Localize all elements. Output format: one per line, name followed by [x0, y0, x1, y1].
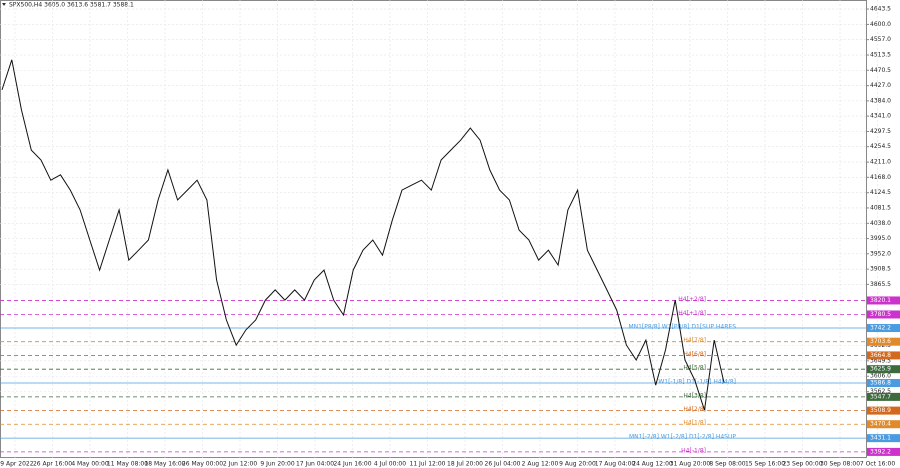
x-tick-label: 18 Jul 20:00	[447, 461, 483, 468]
price-box	[867, 447, 900, 456]
y-tick-label: 3952.0	[870, 250, 891, 257]
price-box	[867, 406, 900, 415]
y-tick-label: 4297.5	[870, 128, 891, 135]
y-tick-label: 3995.0	[870, 235, 891, 242]
x-tick-label: 26 May 00:00	[182, 461, 223, 468]
level-label: H4[-1/8]	[681, 447, 706, 454]
x-tick-label: 8 Sep 08:00	[709, 461, 745, 468]
price-box	[867, 434, 900, 443]
x-tick-label: 17 Aug 04:00	[595, 461, 636, 468]
price-box	[867, 420, 900, 429]
x-tick-label: 4 May 00:00	[71, 461, 109, 468]
price-box-label: 3780.5	[870, 311, 891, 318]
x-tick-label: 18 May 16:00	[144, 461, 185, 468]
x-tick-label: 26 Apr 16:00	[33, 461, 72, 468]
price-box	[867, 379, 900, 388]
price-box-label: 3470.4	[870, 421, 891, 428]
y-tick-label: 4211.0	[870, 159, 891, 166]
price-box	[867, 365, 900, 374]
plot-frame	[0, 0, 867, 458]
price-box-label: 3547.7	[870, 393, 891, 400]
price-box-label: 3703.6	[870, 338, 891, 345]
x-tick-label: 19 Apr 2022	[0, 461, 34, 468]
level-label: H4[7/8]	[683, 337, 706, 344]
x-tick-label: 24 Aug 12:00	[632, 461, 673, 468]
x-tick-label: 11 May 08:00	[107, 461, 148, 468]
price-box-label: 3392.2	[870, 448, 891, 455]
x-tick-label: 11 Jul 12:00	[410, 461, 446, 468]
x-tick-label: 9 Aug 20:00	[559, 461, 596, 468]
y-tick-label: 4557.0	[870, 36, 891, 43]
price-box-label: 3625.9	[870, 366, 891, 373]
price-box	[867, 392, 900, 401]
level-label: H4[1/8]	[683, 420, 706, 427]
x-tick-label: 31 Aug 20:00	[670, 461, 711, 468]
y-tick-label: 4341.0	[870, 113, 891, 120]
price-box	[867, 310, 900, 319]
level-label: H4[+1/8]	[678, 310, 706, 317]
y-tick-label: 4384.0	[870, 97, 891, 104]
y-tick-label: 3908.5	[870, 266, 891, 273]
x-tick-label: 4 Jul 00:00	[374, 461, 406, 468]
x-tick-label: 9 Jun 20:00	[260, 461, 294, 468]
x-tick-label: 23 Sep 00:00	[782, 461, 822, 468]
y-tick-label: 4470.5	[870, 67, 891, 74]
x-tick-label: 15 Sep 16:00	[745, 461, 785, 468]
y-tick-label: 4124.5	[870, 189, 891, 196]
title-arrow	[2, 3, 6, 6]
price-box-label: 3508.9	[870, 407, 891, 414]
x-tick-label: 2 Jun 12:00	[223, 461, 257, 468]
price-box-label: 3742.2	[870, 325, 891, 332]
price-box	[867, 337, 900, 346]
y-tick-label: 4038.0	[870, 220, 891, 227]
price-box-label: 3820.1	[870, 297, 891, 304]
chart-title: SPX500,H4 3605.0 3613.6 3581.7 3588.1	[9, 2, 134, 9]
price-box	[867, 351, 900, 360]
y-tick-label: 3562.5	[870, 388, 891, 395]
y-tick-label: 4600.0	[870, 21, 891, 28]
price-line	[1, 59, 725, 411]
level-label: MN1[P8/8] W1[P8/8] D1[SUP H4RES	[628, 324, 736, 331]
x-tick-label: 2 Aug 12:00	[522, 461, 559, 468]
level-label: W1[-1/8] D1[-1/8] H4[4/8]	[658, 379, 736, 386]
level-label: H4[+2/8]	[678, 296, 706, 303]
y-tick-label: 4427.0	[870, 82, 891, 89]
level-label: H4[6/8]	[683, 351, 706, 358]
y-tick-label: 3865.5	[870, 281, 891, 288]
y-tick-label: 4643.5	[870, 6, 891, 13]
level-label: H4[5/8]	[683, 365, 706, 372]
level-label: H4[2/8]	[683, 406, 706, 413]
x-tick-label: 26 Jul 04:00	[485, 461, 521, 468]
y-tick-label: 4081.5	[870, 204, 891, 211]
price-box-label: 3664.8	[870, 352, 891, 359]
price-box-label: 3431.1	[870, 435, 891, 442]
level-label: MN1[-2/8] W1[-2/8] D1[-2/8] H4SUP	[629, 434, 736, 441]
y-tick-label: 4254.5	[870, 143, 891, 150]
y-tick-label: 4513.5	[870, 52, 891, 59]
level-label: H4[3/8]	[683, 392, 706, 399]
price-box	[867, 296, 900, 305]
y-tick-label: 3649.5	[870, 357, 891, 364]
y-tick-label: 4168.0	[870, 174, 891, 181]
x-tick-label: 30 Sep 08:00	[820, 461, 860, 468]
y-tick-label: 3606.0	[870, 373, 891, 380]
x-tick-label: 17 Jun 04:00	[296, 461, 334, 468]
x-tick-label: 7 Oct 16:00	[860, 461, 895, 468]
price-box	[867, 324, 900, 333]
price-box-label: 3586.8	[870, 380, 891, 387]
x-tick-label: 24 Jun 16:00	[333, 461, 371, 468]
